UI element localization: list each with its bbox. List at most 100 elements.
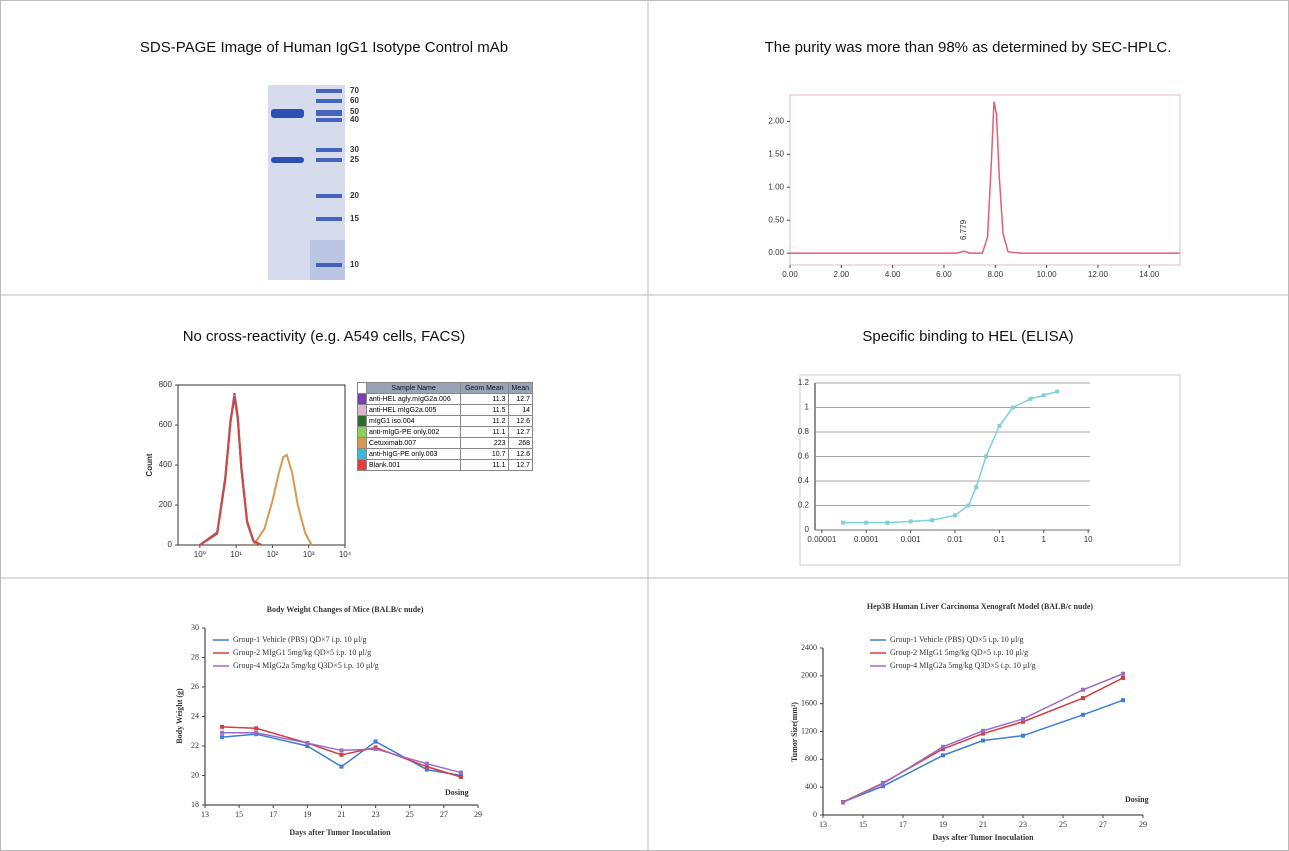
point — [254, 726, 259, 731]
y-tick-label: 0 — [168, 540, 173, 549]
ladder-label: 10 — [350, 260, 359, 269]
x-tick-label: 29 — [1139, 820, 1147, 829]
point — [424, 764, 429, 769]
point — [373, 739, 378, 744]
y-tick-label: 0.8 — [798, 427, 810, 436]
table-row: mIgG1 iso.004 11.2 12.6 — [357, 415, 534, 427]
x-tick-label: 25 — [1059, 820, 1067, 829]
sample-band — [271, 157, 304, 163]
x-tick-label: 23 — [1019, 820, 1027, 829]
x-tick-label: 0.00 — [782, 270, 798, 279]
table-row: Cetuximab.007 223 268 — [357, 437, 534, 449]
chart-title: Hep3B Human Liver Carcinoma Xenograft Mo… — [867, 602, 1093, 611]
mean: 12.6 — [507, 448, 534, 460]
geom-mean: 11.2 — [460, 415, 509, 427]
ladder-label: 40 — [350, 115, 359, 124]
x-tick-label: 0.1 — [994, 535, 1006, 544]
y-tick-label: 0.50 — [768, 215, 784, 224]
x-axis-label: Days after Tumor Inoculation — [932, 833, 1034, 842]
y-axis-label: Body Weight (g) — [175, 688, 184, 744]
point — [841, 800, 845, 805]
swatch — [357, 426, 367, 438]
x-tick-label: 10³ — [303, 550, 315, 559]
swatch — [357, 415, 367, 427]
series-line — [843, 390, 1058, 524]
sample-band — [271, 109, 304, 118]
point — [984, 454, 989, 459]
point — [1121, 698, 1125, 703]
gel-smear — [310, 240, 345, 280]
ladder-band — [316, 99, 342, 103]
point — [305, 744, 310, 748]
series-line — [252, 453, 313, 546]
geom-mean: 11.1 — [460, 426, 509, 438]
point — [1021, 719, 1025, 724]
point — [981, 738, 985, 743]
y-tick-label: 30 — [191, 623, 199, 632]
y-tick-label: 1200 — [801, 726, 817, 735]
point — [220, 735, 225, 740]
swatch — [357, 404, 367, 416]
y-tick-label: 0.2 — [798, 501, 810, 510]
sample-name: anti-HEL mIgG2a.005 — [365, 404, 462, 416]
point — [881, 781, 885, 786]
ladder-label: 15 — [350, 214, 359, 223]
x-tick-label: 15 — [235, 810, 243, 819]
y-tick-label: 0.4 — [798, 476, 810, 485]
point — [339, 752, 344, 757]
point — [941, 746, 945, 751]
geom-mean: 11.3 — [460, 393, 509, 405]
legend-table: Sample Name Geom Mean Mean anti-HEL agly.mI… — [357, 382, 534, 471]
sample-name: Cetuximab.007 — [365, 437, 462, 449]
x-tick-label: 29 — [474, 810, 482, 819]
y-tick-label: 800 — [805, 754, 817, 763]
x-tick-label: 23 — [372, 810, 380, 819]
mean: 12.7 — [507, 393, 534, 405]
ladder-label: 30 — [350, 145, 359, 154]
mean: 12.7 — [507, 459, 534, 471]
swatch — [357, 459, 367, 471]
x-tick-label: 27 — [1099, 820, 1107, 829]
sample-name: anti-HEL agly.mIgG2a.006 — [365, 393, 462, 405]
y-tick-label: 1600 — [801, 698, 817, 707]
table-header: Sample Name Geom Mean Mean — [357, 382, 534, 394]
x-tick-label: 25 — [406, 810, 414, 819]
sample-name: anti-mIgG-PE only.002 — [365, 426, 462, 438]
point — [864, 520, 869, 525]
y-tick-label: 2.00 — [768, 116, 784, 125]
x-tick-label: 21 — [979, 820, 987, 829]
x-tick-label: 10 — [1084, 535, 1093, 544]
x-tick-label: 8.00 — [987, 270, 1003, 279]
point — [885, 520, 890, 525]
x-tick-label: 21 — [338, 810, 346, 819]
sample-name: mIgG1 iso.004 — [365, 415, 462, 427]
ladder-label: 25 — [350, 155, 359, 164]
header-cell: Geom Mean — [460, 382, 509, 394]
point — [974, 485, 979, 490]
x-tick-label: 13 — [819, 820, 827, 829]
series-line — [199, 396, 262, 546]
ladder-band — [316, 263, 342, 267]
x-tick-label: 4.00 — [885, 270, 901, 279]
x-tick-label: 10⁴ — [339, 550, 352, 559]
ladder-band — [316, 158, 342, 162]
x-tick-label: 6.00 — [936, 270, 952, 279]
plot-frame — [177, 384, 346, 546]
point — [424, 767, 429, 772]
caption: The purity was more than 98% as determin… — [765, 39, 1172, 56]
x-tick-label: 17 — [269, 810, 277, 819]
point — [339, 748, 344, 753]
point — [841, 520, 846, 525]
ladder-band — [316, 194, 342, 198]
point — [881, 784, 885, 789]
ladder-band — [316, 217, 342, 221]
x-tick-label: 0.00001 — [807, 535, 836, 544]
table-row: anti-mIgG-PE only.002 11.1 12.7 — [357, 426, 534, 438]
swatch — [357, 437, 367, 449]
header-cell: Mean — [507, 382, 534, 394]
point — [424, 761, 429, 766]
mean: 14 — [507, 404, 534, 416]
